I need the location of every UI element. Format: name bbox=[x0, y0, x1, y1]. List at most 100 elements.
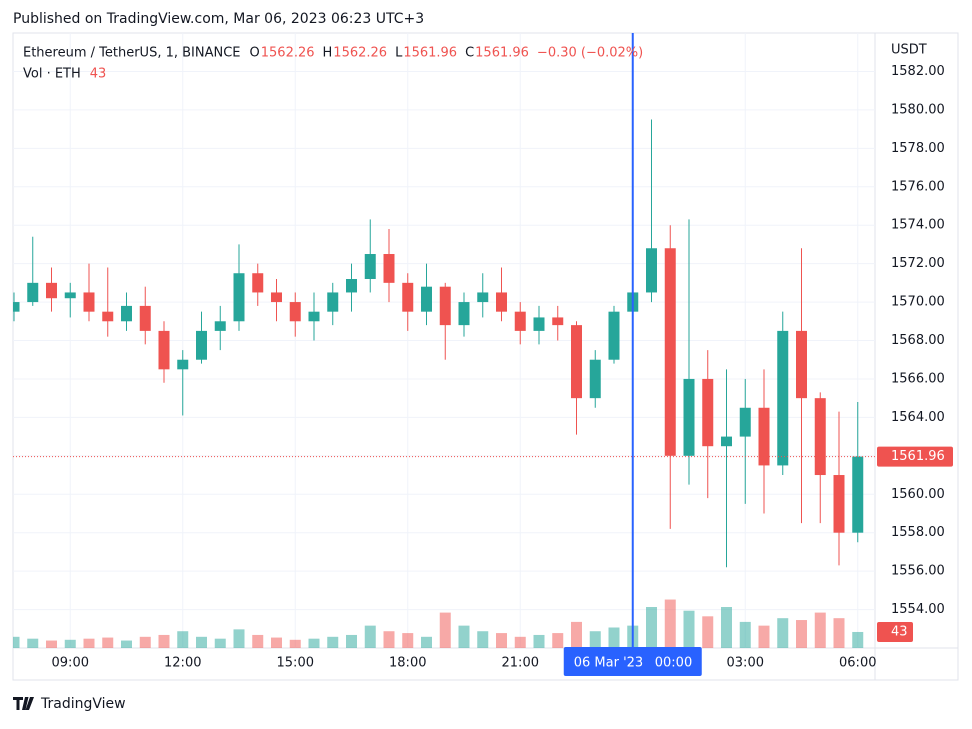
candle-body bbox=[439, 286, 451, 326]
volume-bar bbox=[27, 638, 39, 648]
volume-bar bbox=[102, 637, 114, 648]
candle-body bbox=[608, 311, 620, 360]
volume-bar bbox=[177, 631, 189, 648]
volume-bar bbox=[289, 639, 301, 648]
volume-bar bbox=[121, 640, 132, 648]
volume-bar bbox=[271, 637, 282, 648]
candle-body bbox=[233, 273, 245, 322]
candle-body bbox=[46, 282, 57, 299]
x-tick-label: 06:00 bbox=[839, 656, 876, 671]
volume-bar bbox=[364, 625, 376, 648]
candle-body bbox=[496, 292, 507, 312]
volume-label: Vol · ETH bbox=[23, 67, 81, 82]
volume-bar bbox=[833, 618, 845, 648]
candle-body bbox=[721, 436, 732, 447]
volume-bar bbox=[664, 599, 676, 648]
candle-body bbox=[458, 302, 470, 326]
candle-body bbox=[571, 325, 582, 399]
x-tick-label: 09:00 bbox=[52, 656, 89, 671]
y-tick-label: 1580.00 bbox=[891, 102, 945, 117]
y-tick-label: 1576.00 bbox=[891, 179, 945, 194]
volume-bar bbox=[758, 625, 770, 648]
candle-body bbox=[383, 254, 395, 283]
x-tick-label: 03:00 bbox=[727, 656, 764, 671]
candle-body bbox=[664, 248, 676, 456]
volume-bar bbox=[852, 631, 864, 648]
footer-logo: TradingView bbox=[13, 696, 126, 712]
candle-body bbox=[327, 292, 339, 312]
y-tick-label: 1574.00 bbox=[891, 218, 945, 233]
candle-body bbox=[589, 359, 601, 399]
volume-bar bbox=[214, 638, 226, 648]
candle-body bbox=[64, 292, 76, 299]
legend: Ethereum / TetherUS, 1, BINANCE Vol · ET… bbox=[23, 46, 643, 82]
volume-bar bbox=[458, 625, 470, 648]
x-tick-label: 15:00 bbox=[277, 656, 314, 671]
volume-bar bbox=[64, 639, 76, 648]
published-line: Published on TradingView.com, Mar 06, 20… bbox=[13, 11, 424, 27]
crosshair-time: 00:00 bbox=[655, 656, 692, 671]
volume-bar bbox=[514, 636, 526, 648]
y-tick-label: 1570.00 bbox=[891, 295, 945, 310]
y-tick-label: 1556.00 bbox=[891, 564, 945, 579]
volume-bar bbox=[814, 612, 826, 648]
chart-frame bbox=[12, 32, 959, 681]
volume-bar bbox=[196, 636, 207, 648]
candle-body bbox=[308, 311, 320, 322]
candle-body bbox=[758, 407, 770, 466]
candle-body bbox=[477, 292, 489, 303]
candle-body bbox=[814, 398, 826, 476]
volume-bar bbox=[496, 633, 507, 648]
candle-body bbox=[852, 456, 864, 533]
candle-body bbox=[702, 378, 714, 447]
volume-bar bbox=[46, 640, 57, 648]
candle-body bbox=[252, 273, 264, 293]
candle-body bbox=[514, 311, 526, 331]
y-tick-label: 1582.00 bbox=[891, 64, 945, 79]
volume-bar bbox=[233, 629, 245, 648]
volume-bar bbox=[683, 610, 695, 648]
volume-bar bbox=[402, 633, 414, 648]
legend-c-label: C bbox=[465, 46, 474, 61]
candle-body bbox=[833, 475, 845, 533]
candle-body bbox=[777, 330, 789, 466]
last-price-label: 1561.96 bbox=[891, 449, 945, 464]
crosshair-date: 06 Mar '23 bbox=[574, 656, 643, 671]
legend-o-value: 1562.26 bbox=[261, 46, 315, 61]
legend-change: −0.30 (−0.02%) bbox=[537, 46, 643, 61]
volume-bar bbox=[739, 621, 751, 648]
candle-body bbox=[739, 407, 751, 437]
volume-bar bbox=[608, 627, 620, 648]
volume-bar bbox=[346, 634, 357, 648]
legend-h-value: 1562.26 bbox=[333, 46, 387, 61]
volume-bar bbox=[777, 618, 789, 648]
legend-h-label: H bbox=[323, 46, 333, 61]
plot bbox=[13, 119, 864, 648]
volume-bar bbox=[327, 636, 339, 648]
volume-bar bbox=[13, 636, 20, 648]
crosshair-badge bbox=[563, 647, 702, 676]
volume-bar bbox=[83, 638, 95, 648]
candle-body bbox=[83, 292, 95, 312]
volume-bar bbox=[439, 612, 451, 648]
volume-bar bbox=[158, 634, 170, 648]
candle-body bbox=[102, 311, 114, 322]
overlay: 1561.96 43 06 Mar '23 00:00 bbox=[13, 33, 953, 676]
candle-body bbox=[289, 302, 301, 322]
last-price-badge bbox=[877, 446, 953, 467]
y-tick-label: 1578.00 bbox=[891, 141, 945, 156]
volume-bar bbox=[383, 631, 395, 648]
last-volume-label: 43 bbox=[891, 624, 908, 639]
volume-bar bbox=[646, 607, 657, 648]
footer-text: TradingView bbox=[40, 696, 126, 712]
y-tick-label: 1558.00 bbox=[891, 525, 945, 540]
volume-bar bbox=[308, 638, 320, 648]
volume-bar bbox=[252, 634, 264, 648]
candle-body bbox=[139, 305, 151, 331]
y-tick-label: 1566.00 bbox=[891, 371, 945, 386]
volume-bar bbox=[702, 616, 714, 648]
x-tick-label: 21:00 bbox=[502, 656, 539, 671]
volume-bar bbox=[533, 634, 545, 648]
